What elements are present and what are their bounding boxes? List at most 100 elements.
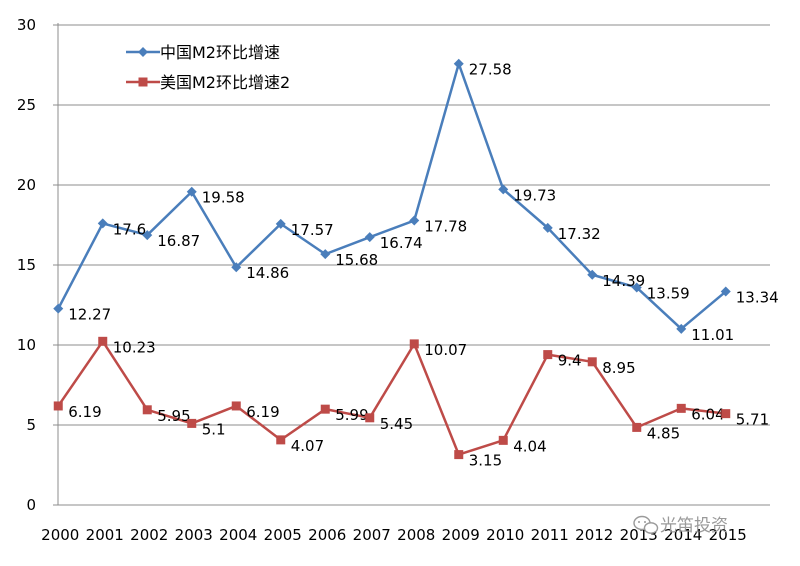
y-tick-label: 25 (17, 96, 36, 114)
data-point (186, 186, 197, 197)
y-tick-label: 10 (17, 336, 36, 354)
data-point (275, 218, 286, 229)
x-tick-label: 2010 (486, 526, 524, 544)
data-point (142, 405, 152, 415)
data-label: 17.32 (558, 225, 601, 243)
x-tick-label: 2012 (575, 526, 613, 544)
data-point (587, 269, 598, 280)
data-label: 17.78 (424, 218, 467, 236)
data-label: 4.07 (291, 437, 324, 455)
x-tick-label: 2004 (219, 526, 257, 544)
legend-label: 美国M2环比增速2 (160, 73, 290, 92)
x-tick-label: 2002 (130, 526, 168, 544)
data-label: 6.04 (691, 405, 724, 423)
x-tick-label: 2001 (86, 526, 124, 544)
y-tick-label: 20 (17, 176, 36, 194)
data-label: 14.86 (246, 264, 289, 282)
data-point (409, 215, 420, 226)
y-tick-label: 15 (17, 256, 36, 274)
data-point (498, 184, 509, 195)
watermark-text: 光笛投资 (660, 516, 728, 536)
legend-label: 中国M2环比增速 (160, 43, 280, 62)
data-point (676, 403, 686, 413)
series-1: 12.2717.616.8719.5814.8617.5715.6816.741… (53, 58, 779, 344)
data-point (53, 303, 64, 314)
data-point (187, 418, 197, 428)
data-label: 4.85 (647, 424, 680, 442)
data-point (231, 401, 241, 411)
data-label: 5.95 (157, 407, 190, 425)
x-axis-ticks: 2000 2001 2002 2003 2004 2005 2006 2007 2008 2009… (41, 526, 747, 544)
data-point (365, 413, 375, 423)
data-point (587, 357, 597, 367)
data-label: 9.4 (558, 352, 582, 370)
data-point (409, 339, 419, 349)
data-point (632, 422, 642, 432)
watermark: 光笛投资 (633, 515, 728, 536)
data-label: 8.95 (602, 359, 635, 377)
x-tick-label: 2008 (397, 526, 435, 544)
data-point (720, 286, 731, 297)
data-label: 5.1 (202, 420, 226, 438)
data-label: 17.6 (113, 220, 146, 238)
data-label: 16.74 (380, 234, 423, 252)
data-point (364, 232, 375, 243)
data-point (98, 336, 108, 346)
data-point (543, 350, 553, 360)
data-label: 10.07 (424, 341, 467, 359)
y-tick-label: 5 (26, 416, 36, 434)
data-label: 5.45 (380, 415, 413, 433)
data-label: 13.59 (647, 285, 690, 303)
data-point (721, 409, 731, 419)
legend-item-2: 美国M2环比增速2 (126, 73, 290, 92)
data-label: 19.58 (202, 189, 245, 207)
x-tick-label: 2003 (175, 526, 213, 544)
x-tick-label: 2014 (664, 526, 702, 544)
data-point (320, 249, 331, 260)
x-tick-label: 2000 (41, 526, 79, 544)
x-tick-label: 2005 (264, 526, 302, 544)
data-point (453, 58, 464, 69)
legend-marker (138, 47, 148, 57)
data-point (542, 222, 553, 233)
y-tick-label: 0 (26, 496, 36, 514)
legend-item-1: 中国M2环比增速 (126, 43, 280, 62)
data-point (142, 230, 153, 241)
series-line (57, 340, 726, 456)
data-label: 4.04 (513, 437, 546, 455)
data-point (454, 450, 464, 460)
data-point (631, 282, 642, 293)
data-label: 6.19 (68, 403, 101, 421)
data-point (320, 404, 330, 414)
data-point (231, 262, 242, 273)
series-group: 12.2717.616.8719.5814.8617.5715.6816.741… (53, 58, 779, 470)
data-point (676, 323, 687, 334)
series-line (57, 62, 727, 331)
series-2: 6.19 10.23 5.95 5.1 6.19 4.07 5.99 5.45 10.07 3.1… (53, 336, 769, 470)
data-label: 27.58 (469, 61, 512, 79)
data-label: 5.71 (736, 411, 769, 429)
data-point (498, 435, 508, 445)
axes (53, 23, 770, 506)
x-tick-label: 2009 (442, 526, 480, 544)
data-label: 15.68 (335, 251, 378, 269)
x-tick-label: 2015 (709, 526, 747, 544)
y-tick-label: 30 (17, 16, 36, 34)
data-point (276, 435, 286, 445)
data-label: 19.73 (513, 186, 556, 204)
x-tick-label: 2011 (531, 526, 569, 544)
legend-marker (138, 77, 148, 87)
data-label: 10.23 (113, 338, 156, 356)
data-point (97, 218, 108, 229)
wechat-icon (633, 515, 659, 534)
data-point (53, 401, 63, 411)
data-label: 5.99 (335, 406, 368, 424)
y-axis-ticks: 0 5 10 15 20 25 30 (17, 16, 36, 514)
x-tick-label: 2007 (353, 526, 391, 544)
data-label: 13.34 (736, 289, 779, 307)
data-label: 17.57 (291, 221, 334, 239)
data-label: 11.01 (691, 326, 734, 344)
data-label: 6.19 (246, 403, 279, 421)
